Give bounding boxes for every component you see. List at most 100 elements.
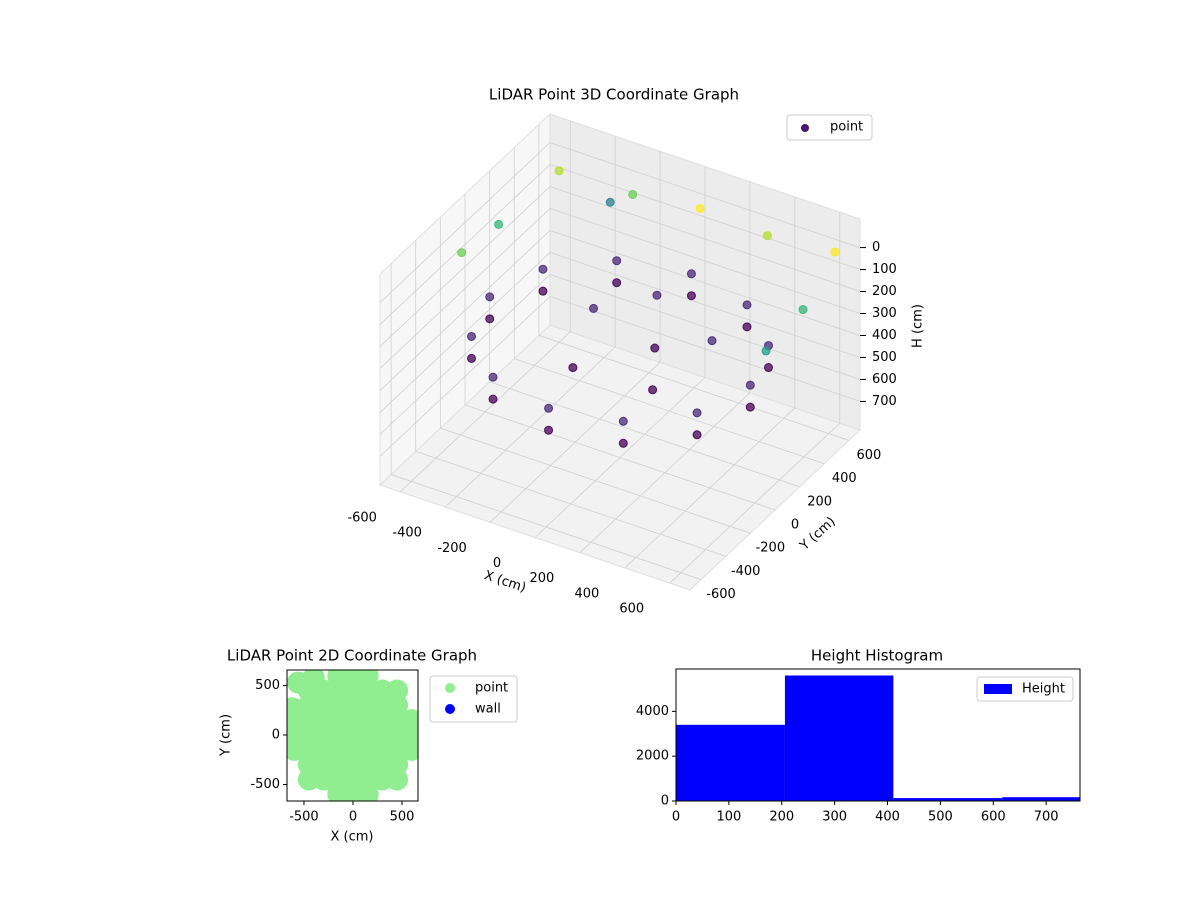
- legend-box: [976, 676, 1074, 702]
- point: [568, 363, 578, 373]
- axes-frame: [675, 668, 1081, 802]
- x-tick-label: -500: [289, 810, 319, 825]
- y-tick-label: 2000: [636, 749, 669, 764]
- z-tick-label: 500: [872, 350, 897, 365]
- chart-title: LiDAR Point 2D Coordinate Graph: [227, 647, 477, 665]
- point: [287, 697, 304, 720]
- point: [485, 292, 495, 302]
- x-tick-label: 100: [716, 810, 741, 825]
- x-tick-label: 600: [619, 602, 644, 617]
- grid-line: [390, 263, 702, 580]
- grid-line: [379, 230, 861, 391]
- point: [494, 219, 504, 229]
- grid-line: [379, 164, 861, 325]
- z-tick-label: 0: [872, 240, 880, 255]
- point: [798, 305, 808, 315]
- point: [400, 738, 418, 761]
- z-tick-label: 700: [872, 394, 897, 409]
- point: [618, 416, 628, 426]
- point: [485, 314, 495, 324]
- x-tick-label: -600: [347, 510, 377, 525]
- grid-line: [379, 273, 861, 435]
- point: [538, 286, 548, 296]
- x-tick-label: 0: [349, 810, 357, 825]
- x-tick-label: 500: [928, 810, 953, 825]
- point: [686, 291, 696, 301]
- point: [742, 322, 752, 332]
- x-tick-label: -200: [437, 541, 467, 556]
- x-tick-label: 200: [769, 810, 794, 825]
- bar: [676, 724, 785, 801]
- point: [830, 247, 840, 257]
- grid-line: [669, 212, 841, 584]
- point: [692, 430, 702, 440]
- point: [605, 197, 615, 207]
- x-axis-label: X (cm): [331, 830, 374, 845]
- legend-patch: [984, 684, 1012, 694]
- point: [544, 425, 554, 435]
- y-tick-label: -200: [756, 541, 786, 556]
- point: [554, 166, 564, 176]
- x-tick-label: 0: [493, 556, 501, 571]
- z-tick-label: 400: [872, 328, 897, 343]
- point: [628, 189, 638, 199]
- x-axis-label: X (cm): [482, 568, 528, 596]
- bar: [893, 798, 1003, 801]
- point: [488, 372, 498, 382]
- legend-label: wall: [475, 702, 501, 717]
- z-tick-label: 200: [872, 284, 897, 299]
- grid-line: [379, 295, 861, 457]
- grid-line: [464, 194, 776, 511]
- legend-box: [786, 114, 873, 141]
- point: [648, 385, 658, 395]
- y-tick-label: 0: [661, 794, 669, 809]
- grid-line: [415, 240, 726, 557]
- grid-line: [444, 136, 616, 508]
- point: [652, 290, 662, 300]
- point: [745, 380, 755, 390]
- x-tick-label: 600: [981, 810, 1006, 825]
- grid-line: [534, 166, 706, 538]
- point: [544, 403, 554, 413]
- chart-title: Height Histogram: [811, 647, 943, 665]
- x-tick-label: 300: [822, 810, 847, 825]
- grid-line: [379, 186, 861, 347]
- z-tick-label: 600: [872, 372, 897, 387]
- y-tick-label: -400: [731, 564, 761, 579]
- point: [467, 353, 477, 363]
- point: [612, 278, 622, 288]
- point: [695, 204, 705, 214]
- grid-line: [379, 142, 861, 303]
- point: [763, 363, 773, 373]
- y-tick-label: -500: [250, 777, 280, 792]
- point: [707, 336, 717, 346]
- point: [761, 346, 771, 356]
- x-tick-label: 400: [574, 586, 599, 601]
- y-tick-label: 4000: [636, 704, 669, 719]
- bar: [784, 675, 894, 801]
- point: [386, 768, 409, 791]
- legend-label: point: [475, 681, 508, 696]
- grid-line: [379, 208, 861, 369]
- y-tick-label: 500: [255, 678, 280, 693]
- point: [686, 269, 696, 279]
- y-tick-label: 0: [791, 518, 799, 533]
- x-tick-label: 400: [875, 810, 900, 825]
- x-tick-label: 500: [390, 810, 415, 825]
- point: [356, 783, 379, 801]
- grid-line: [579, 181, 751, 554]
- chart-title: LiDAR Point 3D Coordinate Graph: [489, 86, 739, 104]
- legend-box: [429, 675, 518, 723]
- point: [302, 670, 325, 689]
- y-tick-label: 200: [807, 494, 832, 509]
- plot-area: [676, 675, 1080, 801]
- legend-marker: [801, 124, 809, 132]
- grid-line: [399, 120, 571, 493]
- y-tick-label: 400: [832, 471, 857, 486]
- point: [488, 394, 498, 404]
- bar: [1002, 797, 1080, 801]
- grid-line: [379, 252, 861, 413]
- plot-area: [287, 670, 418, 801]
- grid-line: [538, 124, 850, 441]
